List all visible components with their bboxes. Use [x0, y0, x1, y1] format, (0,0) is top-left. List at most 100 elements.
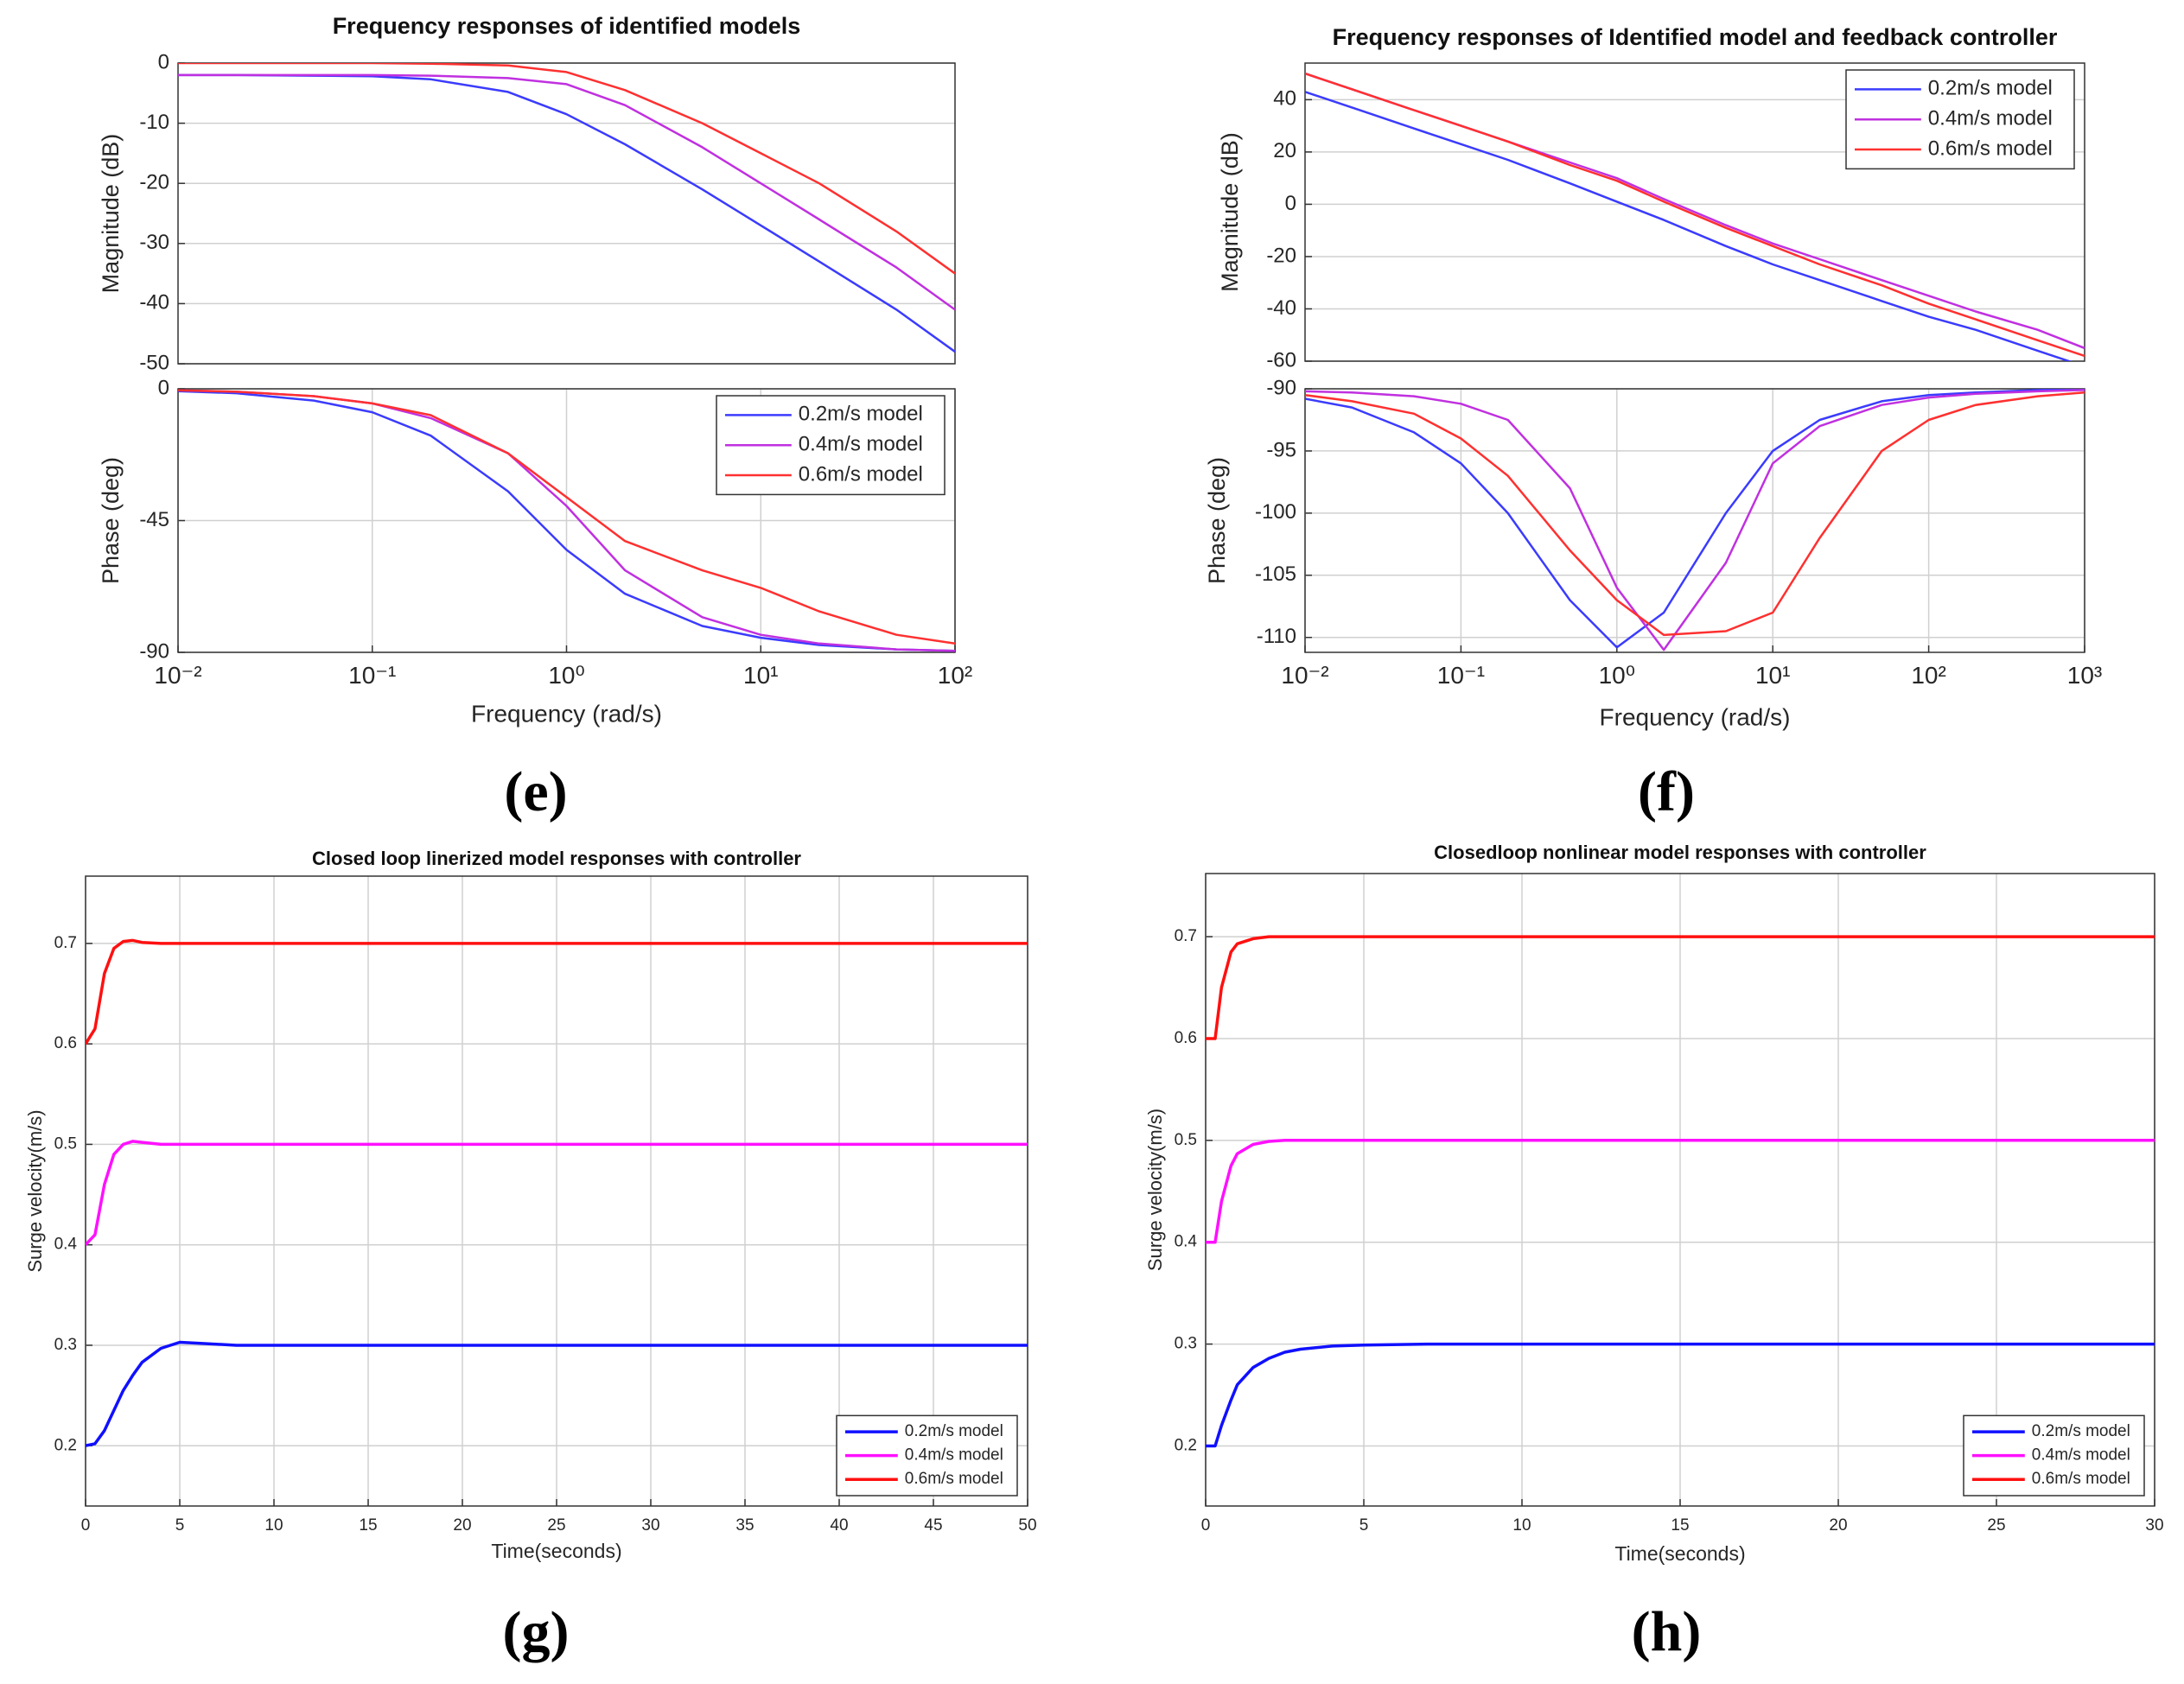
x-tick-label: 5	[1359, 1516, 1369, 1535]
x-tick-label: 25	[547, 1516, 565, 1535]
y-tick-label: 0.4	[1175, 1233, 1198, 1251]
y-tick-label: -30	[139, 231, 169, 254]
axes: -60 -40 -20 0 20 40 Frequency responses of Ide…	[1217, 24, 2085, 372]
y-tick-label: 0	[158, 50, 169, 73]
x-tick-label: 10¹	[743, 662, 778, 689]
axes: -90 -45 0 10⁻² 10⁻¹ 10⁰ 10¹ 10² Phase (deg) Frequ…	[98, 376, 972, 823]
series-line	[1305, 389, 2085, 651]
x-tick-label: 35	[735, 1516, 754, 1535]
y-tick-label: 0.5	[1175, 1131, 1197, 1149]
axes-box	[1205, 873, 2155, 1507]
y-tick-label: 0.6	[54, 1034, 77, 1052]
series-line	[1305, 389, 2085, 649]
series-line	[1206, 1139, 2155, 1244]
axes: 0.2 0.3 0.4 0.5 0.6 0.7 0 5 10 15 20 25 30 35 40 45 50 Cl…	[24, 848, 1037, 1663]
y-tick-label: 0.4	[54, 1236, 78, 1254]
legend-label: 0.4m/s model	[799, 433, 923, 456]
panel-label: (h)	[1632, 1600, 1702, 1663]
y-tick-label: 0	[158, 376, 169, 399]
x-tick-label: 10⁻¹	[348, 662, 396, 689]
y-tick-label: 20	[1273, 139, 1296, 162]
plot-area	[1305, 389, 2085, 652]
y-tick-label: -20	[1266, 244, 1296, 267]
legend-label: 0.6m/s model	[799, 462, 923, 486]
y-tick-label: -60	[1266, 348, 1296, 372]
y-tick-label: -20	[139, 171, 169, 194]
series-line	[1206, 935, 2155, 1040]
x-tick-label: 10⁻²	[1281, 662, 1328, 689]
y-tick-label: -40	[1266, 296, 1296, 320]
x-tick-label: 10³	[2067, 662, 2102, 689]
chart-title: Closed loop linerized model responses wi…	[312, 848, 801, 869]
x-tick-label: 40	[830, 1516, 848, 1535]
chart-title: Closedloop nonlinear model responses wit…	[1434, 842, 1926, 863]
y-axis-label: Surge velocity(m/s)	[1144, 1109, 1166, 1271]
x-tick-label: 20	[1829, 1516, 1847, 1535]
y-tick-label: -40	[139, 291, 169, 315]
axes: -50 -40 -30 -20 -10 0 Frequency responses of i…	[98, 13, 956, 374]
legend-label: 0.2m/s model	[905, 1422, 1003, 1440]
y-tick-label: -90	[1266, 376, 1296, 399]
x-axis-label: Frequency (rad/s)	[471, 700, 662, 727]
x-tick-label: 10²	[1911, 662, 1945, 689]
series-line	[86, 1340, 1028, 1447]
legend-label: 0.6m/s model	[2032, 1470, 2130, 1488]
x-tick-label: 5	[175, 1516, 185, 1535]
panel-label: (e)	[504, 760, 567, 823]
x-tick-label: 30	[2145, 1516, 2163, 1535]
legend-label: 0.6m/s model	[905, 1470, 1003, 1488]
x-tick-label: 10⁻²	[154, 662, 201, 689]
x-axis-label: Time(seconds)	[491, 1540, 621, 1562]
y-axis-label: Phase (deg)	[98, 457, 124, 584]
axes-box	[85, 875, 1028, 1507]
series-line	[1206, 1342, 2155, 1448]
x-tick-label: 10	[264, 1516, 283, 1535]
y-tick-label: -45	[139, 508, 169, 531]
y-tick-label: 0	[1285, 192, 1296, 215]
axes-box	[1304, 388, 2085, 653]
y-tick-label: 40	[1273, 87, 1296, 111]
y-tick-label: 0.3	[1175, 1335, 1197, 1353]
y-tick-label: -50	[139, 351, 169, 374]
legend-label: 0.2m/s model	[2032, 1422, 2130, 1440]
x-tick-label: 30	[641, 1516, 659, 1535]
x-tick-label: 10	[1512, 1516, 1531, 1535]
axes-box	[177, 388, 956, 653]
series-line	[1305, 72, 2085, 358]
y-tick-label: 0.2	[1175, 1436, 1197, 1454]
y-tick-label: 0.6	[1175, 1029, 1197, 1047]
series-line	[178, 63, 955, 275]
axes: 0.2 0.3 0.4 0.5 0.6 0.7 0 5 10 15 20 25 30 Closedloop…	[1144, 842, 2164, 1663]
legend-label: 0.4m/s model	[905, 1446, 1003, 1465]
x-tick-label: 50	[1018, 1516, 1036, 1535]
y-tick-label: -90	[139, 639, 169, 663]
axes: -110 -105 -100 -95 -90 10⁻² 10⁻¹ 10⁰ 10¹ 10² 10³ Ph…	[1204, 376, 2102, 823]
x-tick-label: 10⁰	[1599, 662, 1635, 689]
legend-label: 0.6m/s model	[1928, 137, 2053, 160]
legend-label: 0.4m/s model	[2032, 1446, 2130, 1465]
series-line	[1305, 91, 2073, 361]
y-axis-label: Surge velocity(m/s)	[24, 1109, 46, 1272]
x-tick-label: 15	[359, 1516, 377, 1535]
y-tick-label: -100	[1255, 500, 1296, 524]
y-tick-label: 0.3	[54, 1336, 77, 1354]
y-tick-label: -110	[1257, 625, 1296, 648]
x-tick-label: 0	[81, 1516, 91, 1535]
x-tick-label: 0	[1201, 1516, 1211, 1535]
series-line	[1305, 391, 2085, 637]
panel-label: (f)	[1638, 760, 1695, 823]
axes-box	[177, 62, 956, 365]
y-tick-label: 0.5	[54, 1134, 77, 1153]
y-tick-label: 0.7	[54, 934, 77, 952]
y-axis-label: Phase (deg)	[1204, 457, 1230, 584]
chart-title: Frequency responses of identified models	[333, 13, 801, 39]
chart-title: Frequency responses of Identified model …	[1333, 24, 2058, 50]
x-tick-label: 10¹	[1755, 662, 1790, 689]
legend-label: 0.4m/s model	[1928, 107, 2053, 130]
axes-box	[1304, 62, 2085, 362]
y-tick-label: 0.7	[1175, 927, 1197, 945]
x-tick-label: 25	[1987, 1516, 2005, 1535]
x-tick-label: 15	[1671, 1516, 1689, 1535]
series-line	[178, 73, 955, 311]
